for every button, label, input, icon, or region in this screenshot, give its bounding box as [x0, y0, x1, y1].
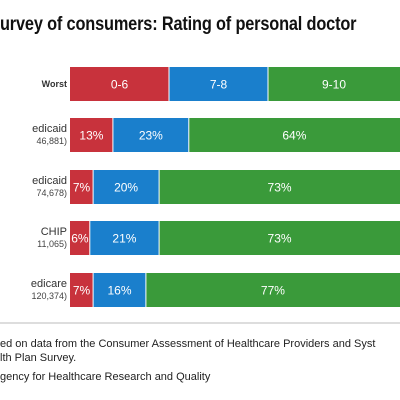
bar-segment-0-1	[169, 67, 268, 101]
row-label-name: CHIP	[40, 226, 67, 238]
bar-segment-4-1	[93, 273, 146, 307]
footnote-line-2: lth Plan Survey.	[0, 352, 77, 364]
bar-segment-1-2	[188, 118, 400, 152]
row-label-2: edicaid 74,678)	[0, 175, 67, 199]
data-label-4-2: 77%	[261, 284, 285, 298]
row-label-count: 46,881)	[36, 136, 67, 146]
data-label-3-0: 6%	[71, 232, 89, 246]
data-label-1-2: 64%	[282, 129, 306, 143]
row-label-name: edicaid	[32, 175, 67, 187]
data-label-2-0: 7%	[73, 181, 91, 195]
data-label-2-2: 73%	[268, 181, 292, 195]
bar-segment-0-2	[268, 67, 400, 101]
bar-segment-1-1	[112, 118, 189, 152]
row-label-count: 11,065)	[37, 239, 67, 249]
row-label-name: edicaid	[32, 123, 67, 135]
bar-segment-3-1	[89, 221, 160, 255]
data-label-0-0: 0-6	[111, 78, 129, 92]
footnote-line-1: ed on data from the Consumer Assessment …	[0, 338, 376, 350]
bar-segment-1-0	[70, 118, 113, 152]
bar-segment-2-1	[93, 170, 160, 204]
bar-segment-2-2	[159, 170, 400, 204]
footnote-line-3: gency for Healthcare Research and Qualit…	[0, 371, 211, 383]
row-label-name: Worst	[41, 79, 67, 89]
row-label-count: 74,678)	[36, 188, 67, 198]
chart-title: urvey of consumers: Rating of personal d…	[0, 14, 357, 35]
data-label-1-0: 13%	[79, 129, 103, 143]
row-label-0: Worst	[0, 78, 67, 91]
bar-segment-3-2	[159, 221, 400, 255]
data-label-1-1: 23%	[139, 129, 163, 143]
bar-segment-0-0	[70, 67, 169, 101]
row-label-name: edicare	[30, 278, 67, 290]
data-label-3-1: 21%	[112, 232, 136, 246]
data-label-2-1: 20%	[114, 181, 138, 195]
bar-segment-2-0	[70, 170, 94, 204]
data-label-4-1: 16%	[107, 284, 131, 298]
row-label-1: edicaid 46,881)	[0, 123, 67, 147]
data-label-4-0: 7%	[73, 284, 91, 298]
row-label-count: 120,374)	[31, 291, 67, 301]
data-label-0-2: 9-10	[322, 78, 346, 92]
bar-segment-4-2	[145, 273, 400, 307]
row-label-3: CHIP 11,065)	[0, 226, 67, 250]
bar-segment-4-0	[70, 273, 94, 307]
bar-segment-3-0	[70, 221, 90, 255]
data-label-3-2: 73%	[268, 232, 292, 246]
row-label-4: edicare 120,374)	[0, 278, 67, 302]
data-label-0-1: 7-8	[210, 78, 228, 92]
